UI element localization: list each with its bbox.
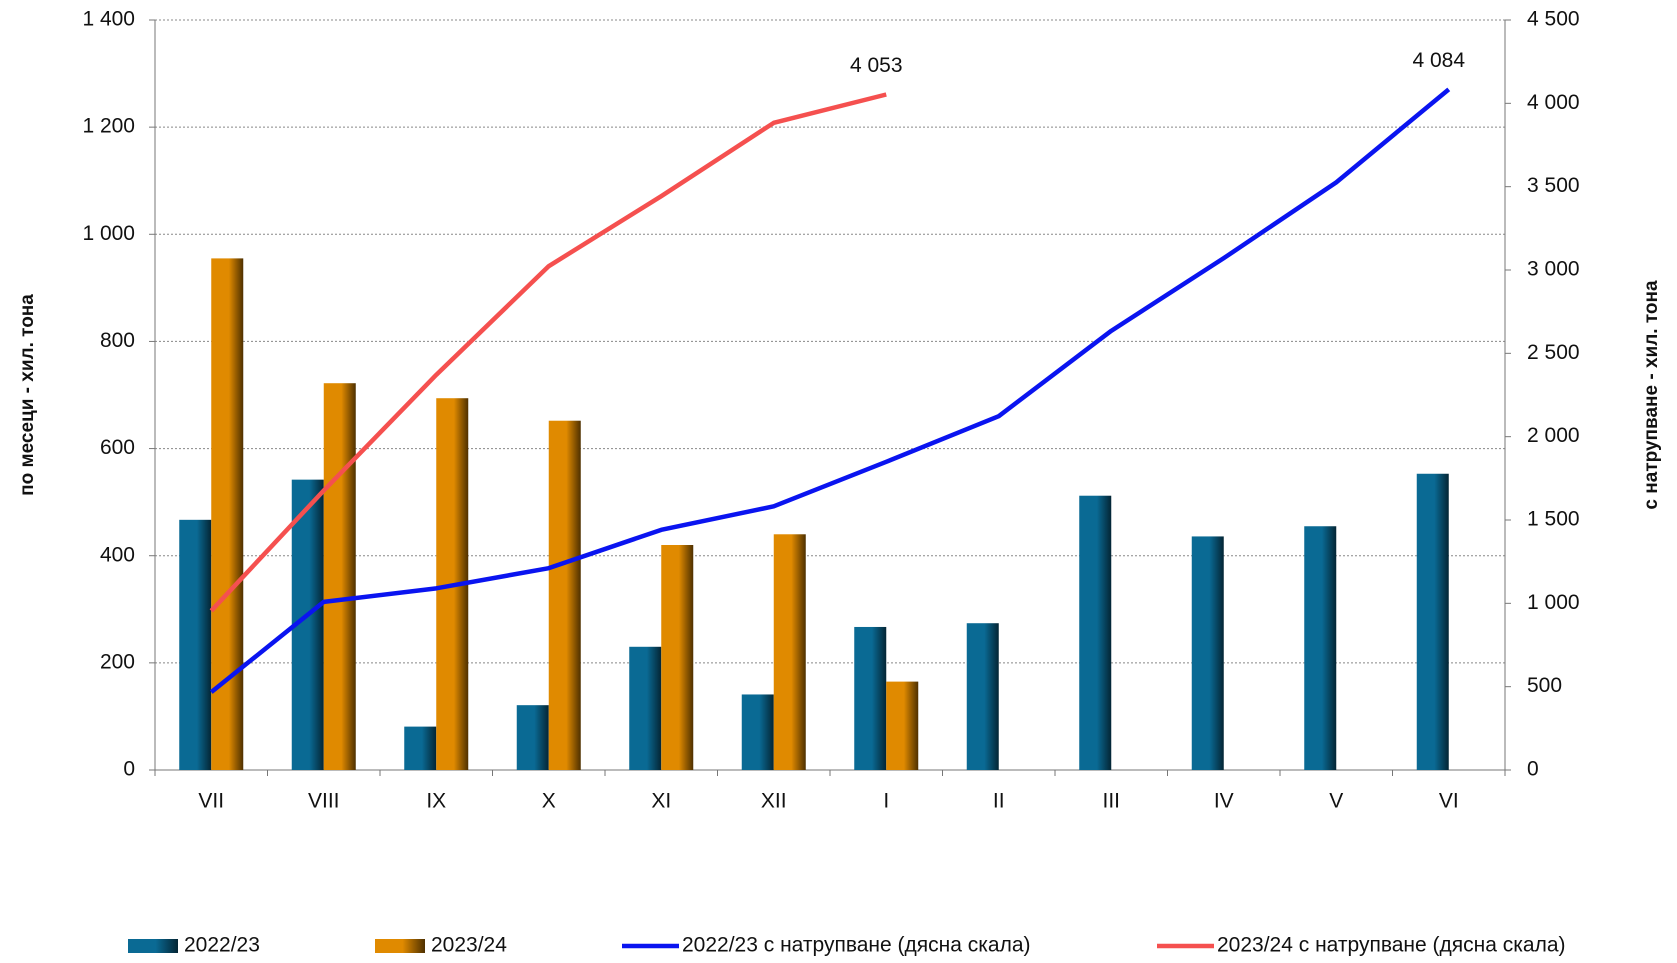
- y-axis-title: по месеци - хил. тона: [17, 294, 38, 496]
- bar: [661, 545, 694, 770]
- legend-label: 2023/24 с натрупване (дясна скала): [1217, 934, 1566, 957]
- bar: [854, 626, 887, 770]
- y-tick-label: 400: [100, 543, 135, 566]
- y-tick-label: 1 200: [82, 115, 135, 138]
- y-tick-label: 0: [123, 758, 135, 781]
- legend-label: 2022/23 с натрупване (дясна скала): [682, 934, 1031, 957]
- data-label: 4 084: [1412, 49, 1465, 72]
- x-tick-label: III: [1102, 790, 1120, 813]
- bar: [966, 623, 999, 770]
- y2-tick-label: 500: [1527, 674, 1562, 697]
- y2-tick-label: 3 500: [1527, 174, 1580, 197]
- x-tick-label: I: [883, 790, 889, 813]
- y-tick-label: 800: [100, 329, 135, 352]
- data-label: 4 053: [850, 54, 903, 77]
- x-tick-label: X: [542, 790, 556, 813]
- bar: [404, 726, 437, 770]
- x-tick-label: VIII: [308, 790, 340, 813]
- bar: [1416, 473, 1449, 770]
- legend-label: 2023/24: [431, 934, 507, 957]
- x-tick-label: VII: [198, 790, 224, 813]
- x-tick-label: IX: [426, 790, 446, 813]
- legend-swatch: [128, 939, 178, 953]
- bar: [773, 534, 806, 770]
- x-tick-label: V: [1329, 790, 1343, 813]
- y-tick-label: 600: [100, 436, 135, 459]
- legend-label: 2022/23: [184, 934, 260, 957]
- bar: [629, 646, 662, 770]
- x-tick-label: XII: [761, 790, 787, 813]
- y2-tick-label: 2 500: [1527, 341, 1580, 364]
- legend-swatch: [375, 939, 425, 953]
- x-tick-label: II: [993, 790, 1005, 813]
- bar: [886, 681, 919, 770]
- bar: [323, 383, 356, 770]
- y2-tick-label: 4 000: [1527, 91, 1580, 114]
- bar: [741, 694, 774, 770]
- bar: [516, 705, 549, 770]
- y2-tick-label: 3 000: [1527, 258, 1580, 281]
- bar: [211, 258, 244, 770]
- x-tick-label: XI: [651, 790, 671, 813]
- y2-tick-label: 0: [1527, 758, 1539, 781]
- bar: [179, 519, 212, 770]
- line: [209, 87, 1451, 694]
- y2-axis-title: с натрупване - хил. тона: [1641, 280, 1662, 510]
- y2-tick-label: 1 500: [1527, 508, 1580, 531]
- y-tick-label: 1 400: [82, 8, 135, 31]
- y2-tick-label: 2 000: [1527, 424, 1580, 447]
- bar: [1079, 495, 1112, 770]
- bar: [548, 420, 581, 770]
- bar: [1304, 526, 1337, 770]
- line: [209, 92, 887, 613]
- y-tick-label: 1 000: [82, 222, 135, 245]
- y-tick-label: 200: [100, 650, 135, 673]
- y2-tick-label: 1 000: [1527, 591, 1580, 614]
- bar: [1191, 536, 1224, 770]
- y2-tick-label: 4 500: [1527, 8, 1580, 31]
- x-tick-label: IV: [1214, 790, 1234, 813]
- x-tick-label: VI: [1439, 790, 1459, 813]
